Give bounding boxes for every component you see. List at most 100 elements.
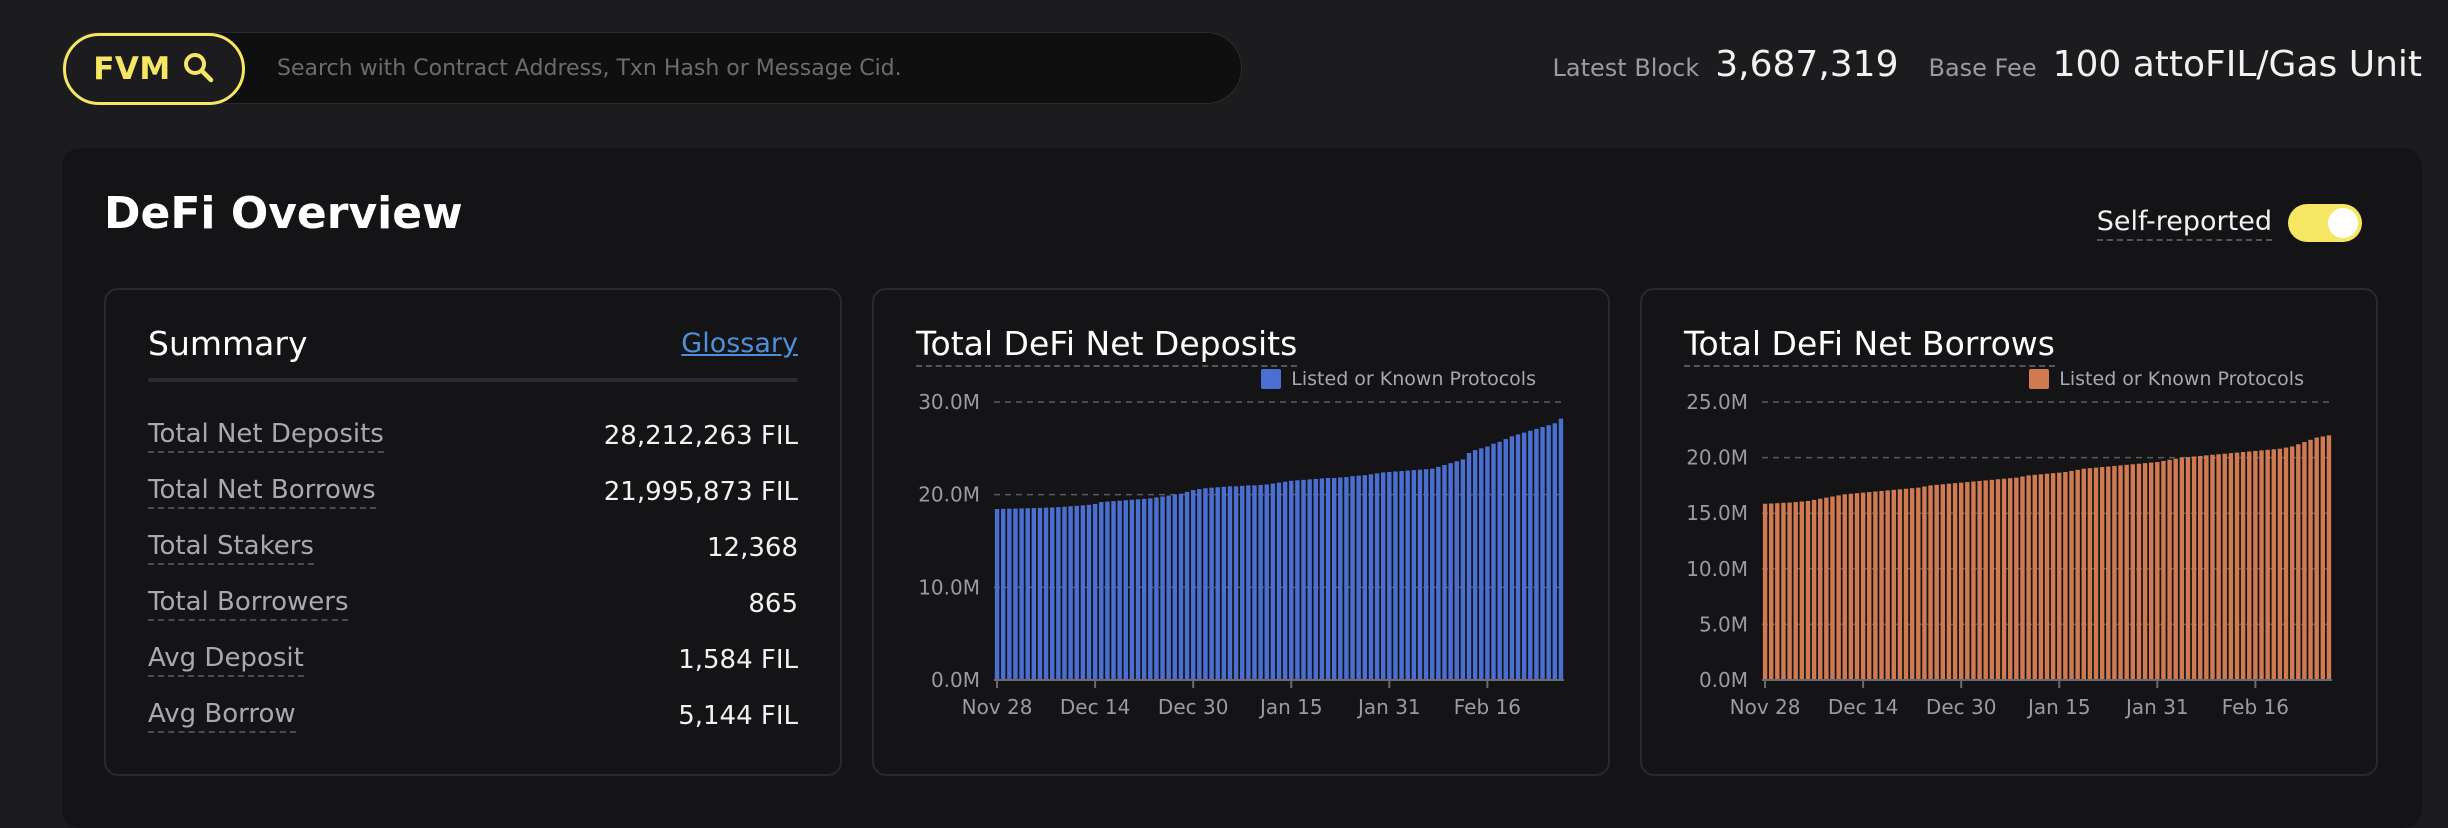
bar (1233, 486, 1239, 680)
x-tick-label: Nov 28 (1730, 695, 1801, 719)
bar (1460, 459, 1466, 680)
borrows-bar-chart[interactable]: 0.0M 5.0M 10.0M 15.0M 20.0M 25.0M Nov 28 Dec 14… (1642, 370, 2380, 770)
bar (1830, 496, 1835, 680)
glossary-link[interactable]: Glossary (681, 328, 798, 359)
defi-overview-card: DeFi Overview Self-reported Summary Glos… (62, 148, 2422, 828)
bar (2222, 453, 2227, 680)
x-tick-label: Dec 14 (1060, 695, 1131, 719)
summary-value: 1,584 FIL (678, 645, 798, 675)
bar (1209, 487, 1214, 680)
fvm-search-button[interactable]: FVM (63, 33, 245, 105)
bar (1172, 494, 1178, 680)
bar (2142, 463, 2148, 680)
x-tick-label: Feb 16 (1454, 695, 1521, 719)
self-reported-label[interactable]: Self-reported (2096, 206, 2272, 241)
bar (1946, 483, 1952, 680)
bar (1546, 425, 1551, 680)
bar (2314, 437, 2319, 680)
bar (2014, 477, 2019, 680)
bar (994, 509, 1000, 680)
bar (2081, 468, 2086, 680)
bar (2038, 474, 2044, 680)
deposits-chart-title[interactable]: Total DeFi Net Deposits (916, 324, 1298, 367)
bar (1854, 493, 1860, 680)
summary-label[interactable]: Total Net Borrows (148, 475, 376, 509)
bar (2167, 459, 2172, 680)
legend-label: Listed or Known Protocols (2059, 368, 2304, 390)
bar (2118, 465, 2123, 680)
bar (2296, 444, 2301, 680)
bar (1246, 485, 1251, 680)
x-tick-label: Jan 31 (1356, 695, 1421, 719)
bar (2320, 436, 2326, 680)
bar (1295, 480, 1300, 680)
bar (1056, 507, 1061, 680)
x-tick-label: Jan 15 (2026, 695, 2091, 719)
bar (2198, 455, 2203, 680)
summary-title: Summary (148, 324, 308, 363)
borrows-legend[interactable]: Listed or Known Protocols (2029, 368, 2304, 390)
bar (2112, 465, 2117, 680)
y-tick-label: 0.0M (931, 668, 980, 692)
bar (1166, 495, 1171, 680)
bar (1958, 482, 1964, 680)
y-tick-label: 30.0M (918, 390, 980, 414)
bar (2265, 449, 2270, 680)
search-input[interactable] (275, 33, 1215, 103)
bar (1417, 469, 1423, 680)
bar (1818, 498, 1823, 680)
bar (2001, 478, 2007, 680)
bar (1025, 508, 1030, 680)
bar (1000, 508, 1006, 680)
bar (2308, 439, 2313, 680)
bar (1909, 488, 1915, 680)
summary-label[interactable]: Total Net Deposits (148, 419, 384, 453)
bar (1805, 500, 1811, 680)
deposits-bar-chart[interactable]: 0.0M 10.0M 20.0M 30.0M Nov 28 Dec 14 Dec 30 Jan… (874, 370, 1612, 770)
bar (1860, 492, 1866, 680)
bar (1497, 441, 1502, 680)
bar (1184, 491, 1190, 680)
summary-row-total-stakers: Total Stakers 12,368 (148, 520, 798, 576)
bar (1356, 475, 1361, 680)
bar (1775, 503, 1780, 680)
bar (1940, 484, 1946, 680)
bar (1528, 430, 1533, 680)
bar (1313, 478, 1318, 680)
y-tick-label: 10.0M (1686, 557, 1748, 581)
borrows-chart-title[interactable]: Total DeFi Net Borrows (1684, 324, 2055, 367)
bar (1928, 485, 1933, 680)
bar (1811, 499, 1817, 680)
bar (1013, 508, 1018, 680)
deposits-legend[interactable]: Listed or Known Protocols (1261, 368, 1536, 390)
bar (1903, 488, 1909, 680)
summary-row-avg-borrow: Avg Borrow 5,144 FIL (148, 688, 798, 744)
bar (2326, 435, 2332, 680)
summary-label[interactable]: Total Stakers (148, 531, 314, 565)
summary-value: 28,212,263 FIL (603, 421, 798, 451)
x-tick-label: Dec 30 (1158, 695, 1229, 719)
bar (1534, 428, 1539, 680)
self-reported-toggle[interactable] (2288, 204, 2362, 242)
bar (1240, 485, 1245, 680)
bar (1178, 493, 1184, 680)
bar (2106, 466, 2111, 680)
summary-label[interactable]: Avg Borrow (148, 699, 296, 733)
bar (1799, 501, 1805, 680)
bar (1922, 486, 1927, 680)
bar (1221, 486, 1227, 680)
legend-label: Listed or Known Protocols (1291, 368, 1536, 390)
base-fee-value: 100 attoFIL/Gas Unit (2052, 44, 2422, 85)
bar (1062, 506, 1067, 680)
bar (1393, 471, 1398, 680)
bar (1836, 495, 1841, 680)
x-tick-label: Dec 30 (1926, 695, 1997, 719)
bar (1977, 480, 1982, 680)
summary-divider (148, 378, 798, 382)
bar (1436, 466, 1441, 680)
bar (1154, 497, 1159, 680)
summary-label[interactable]: Total Borrowers (148, 587, 349, 621)
x-tick-label: Dec 14 (1828, 695, 1899, 719)
summary-label[interactable]: Avg Deposit (148, 643, 304, 677)
bar (2026, 475, 2031, 680)
